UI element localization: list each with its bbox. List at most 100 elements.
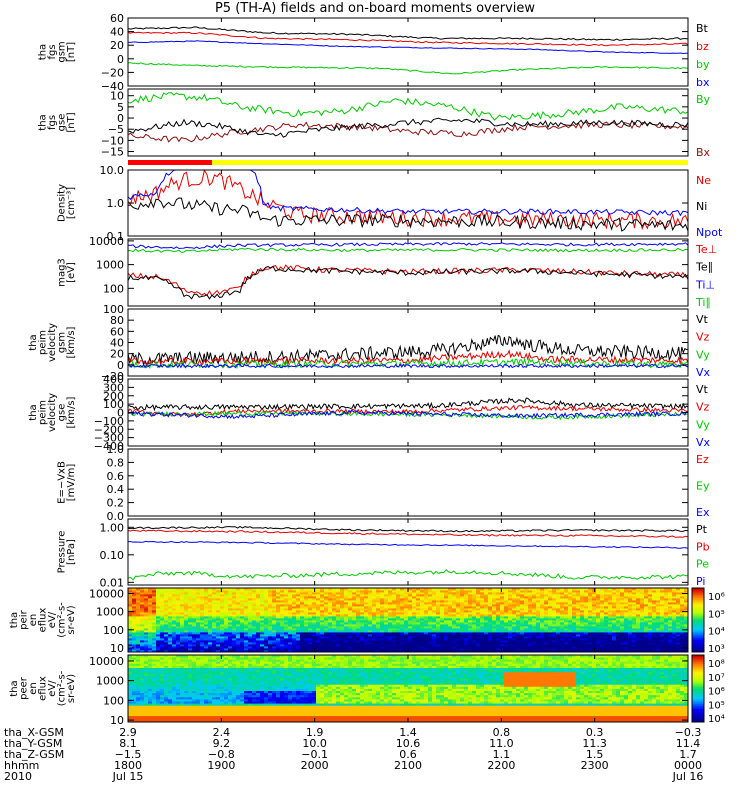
spectrogram-cell <box>504 614 509 617</box>
spectrogram-cell <box>660 600 665 603</box>
spectrogram-cell <box>156 592 161 595</box>
spectrogram-cell <box>340 650 345 653</box>
spectrogram-cell <box>596 650 601 653</box>
spectrogram-cell <box>676 640 681 643</box>
spectrogram-cell <box>636 606 641 609</box>
spectrogram-cell <box>348 612 353 615</box>
spectrogram-cell <box>400 634 405 637</box>
spectrogram-cell <box>200 618 205 621</box>
spectrogram-cell <box>244 624 249 627</box>
spectrogram-cell <box>444 634 449 637</box>
spectrogram-cell <box>484 622 489 625</box>
spectrogram-cell <box>656 590 661 593</box>
spectrogram-cell <box>288 608 293 611</box>
spectrogram-cell <box>240 606 245 609</box>
spectrogram-cell <box>412 632 417 635</box>
spectrogram-cell <box>472 626 477 629</box>
spectrogram-cell <box>596 612 601 615</box>
spectrogram-cell <box>648 626 653 629</box>
legend-label: Vx <box>696 436 711 449</box>
spectrogram-cell <box>132 671 137 675</box>
spectrogram-cell <box>152 669 157 673</box>
spectrogram-cell <box>580 604 585 607</box>
spectrogram-cell <box>468 630 473 633</box>
spectrogram-cell <box>272 600 277 603</box>
spectrogram-cell <box>448 642 453 645</box>
y-tick-label: 100 <box>103 624 124 637</box>
spectrogram-cell <box>452 598 457 601</box>
spectrogram-cell <box>600 594 605 597</box>
spectrogram-cell <box>600 624 605 627</box>
spectrogram-cell <box>392 604 397 607</box>
spectrogram-cell <box>544 604 549 607</box>
spectrogram-cell <box>132 600 137 603</box>
colorbar-cell <box>692 594 704 597</box>
spectrogram-cell <box>128 703 133 706</box>
spectrogram-cell <box>344 600 349 603</box>
spectrogram-cell <box>416 624 421 627</box>
spectrogram-cell <box>636 598 641 601</box>
spectrogram-cell <box>272 616 277 619</box>
spectrogram-cell <box>332 606 337 609</box>
series-line-Pt <box>127 525 689 533</box>
spectrogram-cell <box>356 626 361 629</box>
spectrogram-cell <box>140 590 145 593</box>
spectrogram-cell <box>516 590 521 593</box>
spectrogram-cell <box>604 646 609 649</box>
spectrogram-cell <box>468 632 473 635</box>
spectrogram-cell <box>464 614 469 617</box>
spectrogram-cell <box>152 646 157 649</box>
spectrogram-cell <box>664 600 669 603</box>
spectrogram-cell <box>536 646 541 649</box>
spectrogram-cell <box>444 588 449 591</box>
spectrogram-cell <box>156 638 161 641</box>
spectrogram-cell <box>448 624 453 627</box>
spectrogram-cell <box>208 642 213 645</box>
spectrogram-cell <box>312 592 317 595</box>
spectrogram-cell <box>504 620 509 623</box>
spectrogram-cell <box>624 610 629 613</box>
spectrogram-cell <box>232 622 237 625</box>
spectrogram-cell <box>684 648 689 651</box>
spectrogram-cell <box>524 624 529 627</box>
spectrogram-cell <box>416 596 421 599</box>
spectrogram-cell <box>652 636 657 639</box>
y-tick-label: 0.1 <box>107 230 125 243</box>
spectrogram-cell <box>428 632 433 635</box>
spectrogram-cell <box>616 636 621 639</box>
spectrogram-cell <box>460 636 465 639</box>
spectrogram-cell <box>312 602 317 605</box>
spectrogram-cell <box>480 638 485 641</box>
spectrogram-cell <box>620 624 625 627</box>
spectrogram-cell <box>540 636 545 639</box>
spectrogram-cell <box>300 616 305 619</box>
spectrogram-cell <box>616 620 621 623</box>
spectrogram-cell <box>672 636 677 639</box>
spectrogram-cell <box>532 618 537 621</box>
spectrogram-cell <box>220 600 225 603</box>
spectrogram-cell <box>420 630 425 633</box>
spectrogram-cell <box>292 632 297 635</box>
spectrogram-cell <box>588 642 593 645</box>
spectrogram-cell <box>308 618 313 621</box>
spectrogram-cell <box>676 626 681 629</box>
spectrogram-cell <box>556 636 561 639</box>
spectrogram-cell <box>648 606 653 609</box>
spectrogram-cell <box>544 616 549 619</box>
spectrogram-cell <box>452 614 457 617</box>
spectrogram-cell <box>428 610 433 613</box>
spectrogram-cell <box>592 628 597 631</box>
spectrogram-cell <box>572 596 577 599</box>
spectrogram-cell <box>660 618 665 621</box>
spectrogram-cell <box>676 638 681 641</box>
spectrogram-cell <box>208 636 213 639</box>
y-tick-label: 10000 <box>89 235 124 248</box>
spectrogram-cell <box>548 634 553 637</box>
spectrogram-cell <box>180 616 185 619</box>
spectrogram-cell <box>328 632 333 635</box>
spectrogram-cell <box>672 630 677 633</box>
spectrogram-cell <box>316 606 321 609</box>
spectrogram-cell <box>652 596 657 599</box>
spectrogram-cell <box>640 594 645 597</box>
spectrogram-cell <box>240 618 245 621</box>
